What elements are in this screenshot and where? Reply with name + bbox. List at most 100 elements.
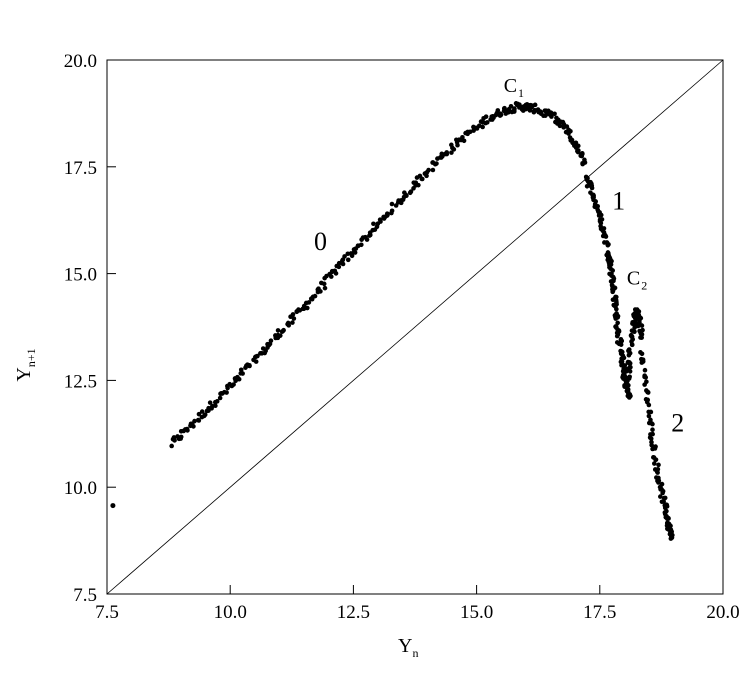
data-point xyxy=(483,114,489,119)
data-point xyxy=(351,249,357,255)
data-point xyxy=(650,427,655,433)
data-point xyxy=(225,385,230,391)
data-point xyxy=(268,338,274,344)
data-point xyxy=(532,102,538,108)
data-point xyxy=(480,124,485,130)
y-axis-label-sub: n+1 xyxy=(24,348,38,367)
data-point xyxy=(627,374,632,380)
x-tick-label: 15.0 xyxy=(460,602,493,623)
data-point xyxy=(449,150,454,155)
data-point xyxy=(281,327,286,333)
data-point xyxy=(171,435,177,440)
data-point xyxy=(342,254,347,259)
data-point xyxy=(595,203,600,209)
data-point xyxy=(636,309,642,314)
data-point xyxy=(613,297,619,303)
y-tick-label: 10.0 xyxy=(64,478,97,499)
data-point xyxy=(430,167,436,173)
data-point xyxy=(304,305,310,311)
data-point xyxy=(639,323,645,328)
data-point xyxy=(328,274,334,279)
data-point xyxy=(432,161,438,167)
data-point xyxy=(639,335,644,340)
data-point xyxy=(192,418,197,424)
data-point xyxy=(202,412,208,417)
data-point xyxy=(580,151,585,157)
data-point xyxy=(591,193,596,199)
data-point xyxy=(407,190,413,196)
data-point xyxy=(615,332,621,337)
data-point xyxy=(306,300,312,305)
data-point xyxy=(572,143,577,148)
data-point xyxy=(543,113,548,118)
data-point xyxy=(498,112,504,118)
annotation-label: C2 xyxy=(627,267,647,292)
y-tick-label: 7.5 xyxy=(73,585,97,606)
x-axis-label: Yn xyxy=(398,635,418,660)
data-point xyxy=(662,505,668,511)
data-point xyxy=(495,108,501,113)
data-point xyxy=(322,285,328,291)
data-point xyxy=(642,367,648,373)
data-point xyxy=(231,382,236,387)
data-point xyxy=(661,499,666,504)
data-point xyxy=(648,409,654,415)
data-point xyxy=(632,329,637,334)
data-point xyxy=(213,403,218,409)
data-point xyxy=(255,353,260,359)
data-point xyxy=(589,185,595,191)
data-point xyxy=(598,220,604,226)
data-point xyxy=(419,176,425,182)
data-point xyxy=(655,470,660,475)
data-point xyxy=(340,261,346,267)
data-point xyxy=(359,242,364,248)
data-point xyxy=(643,375,649,380)
data-point xyxy=(613,294,619,300)
data-point xyxy=(199,409,205,414)
identity-line xyxy=(106,59,724,595)
data-point xyxy=(378,219,383,224)
y-tick-label: 12.5 xyxy=(64,371,97,392)
annotation-label: C1 xyxy=(504,75,524,100)
annotation-label: 2 xyxy=(671,409,684,438)
x-tick-label: 12.5 xyxy=(337,602,370,623)
data-point xyxy=(642,382,647,387)
data-point xyxy=(651,455,657,460)
data-point xyxy=(610,289,615,295)
data-point xyxy=(367,232,373,238)
data-point xyxy=(627,364,633,370)
y-axis-label: Yn+1 xyxy=(13,348,38,381)
outlier-point xyxy=(110,503,116,509)
data-point xyxy=(460,134,465,140)
data-point xyxy=(290,312,296,317)
data-point xyxy=(666,522,672,528)
data-point xyxy=(622,363,628,368)
data-point xyxy=(512,107,517,113)
data-point xyxy=(603,233,608,238)
data-point xyxy=(646,402,652,408)
data-point xyxy=(275,328,281,333)
data-point xyxy=(638,315,644,321)
data-point xyxy=(196,418,202,423)
plot-frame xyxy=(106,59,724,595)
annotation-label: 1 xyxy=(612,187,625,216)
data-point xyxy=(455,142,460,148)
data-point xyxy=(461,138,467,144)
data-point xyxy=(645,390,651,395)
data-point xyxy=(582,160,588,165)
data-point xyxy=(625,360,631,366)
data-point xyxy=(238,367,244,373)
data-point xyxy=(374,224,380,230)
data-point xyxy=(285,320,291,326)
data-point xyxy=(611,278,616,284)
data-point xyxy=(651,461,657,466)
data-point xyxy=(619,349,625,355)
data-point xyxy=(638,330,643,336)
y-axis-label-main: Y xyxy=(13,367,35,381)
data-point xyxy=(214,399,220,404)
data-point xyxy=(668,534,674,539)
y-tick-label: 17.5 xyxy=(64,158,97,179)
data-point xyxy=(648,436,654,441)
data-point xyxy=(247,362,252,368)
data-point xyxy=(291,316,297,321)
